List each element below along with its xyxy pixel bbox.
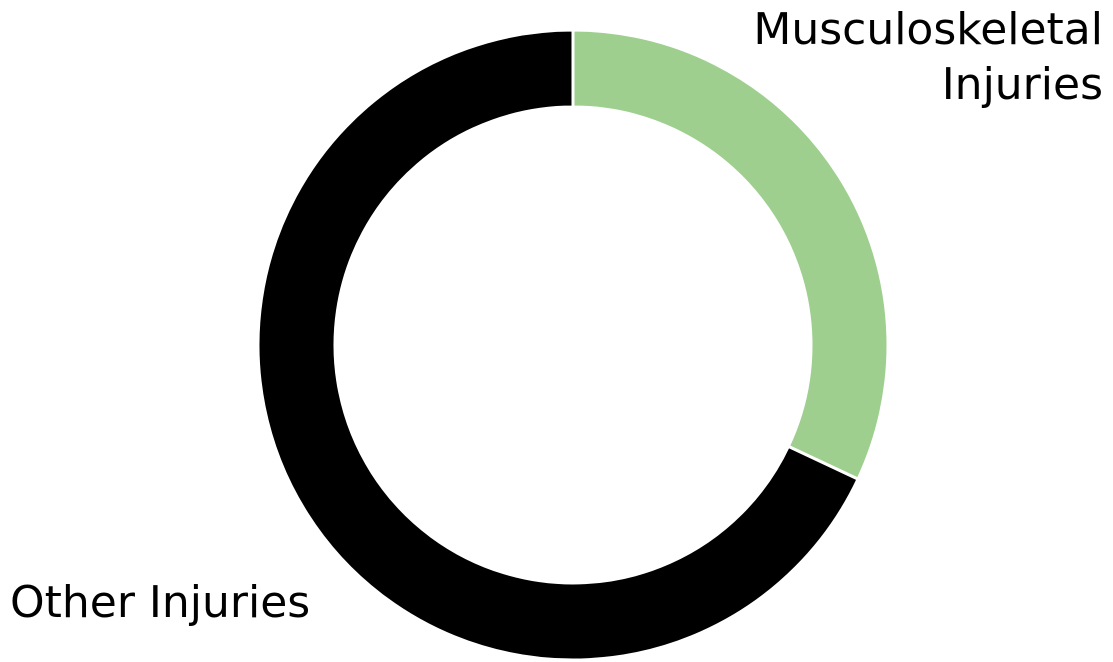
slice-label-line-2: Injuries: [941, 59, 1103, 110]
slice-label-line-1: Other Injuries: [10, 577, 311, 628]
donut-slices: [256, 28, 890, 662]
donut-slice-musculoskeletal-injuries: [571, 28, 890, 482]
slice-label-musculoskeletal-injuries: Musculoskeletal Injuries: [753, 2, 1103, 112]
donut-slice-other-injuries: [256, 28, 861, 662]
slice-label-other-injuries: Other Injuries: [10, 575, 310, 630]
slice-label-line-1: Musculoskeletal: [753, 4, 1103, 55]
